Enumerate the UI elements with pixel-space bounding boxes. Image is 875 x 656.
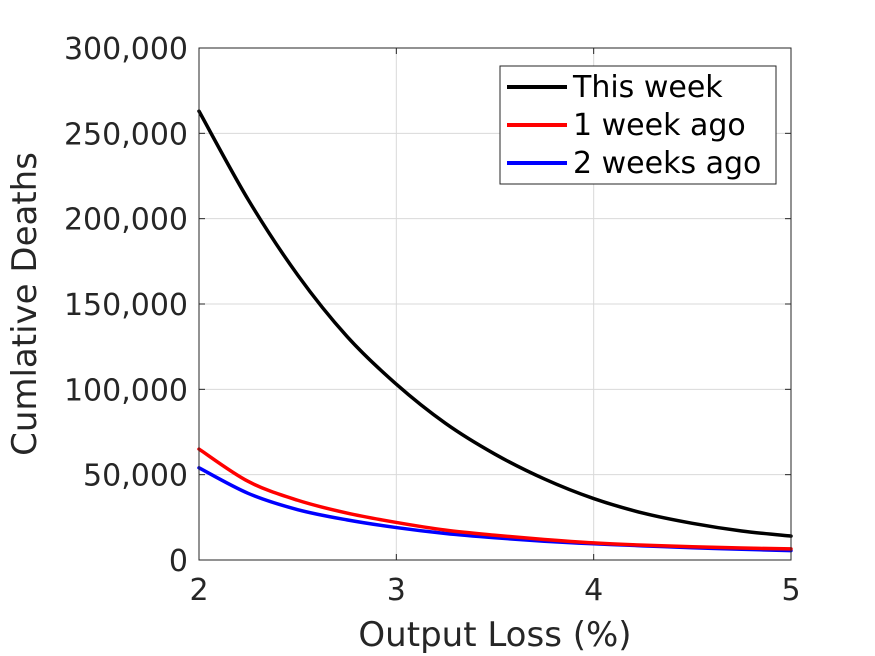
y-tick-label: 300,000 bbox=[64, 32, 188, 67]
y-tick-labels: 0 50,000 100,000 150,000 200,000 250,000 300,0… bbox=[64, 32, 188, 579]
y-tick-label: 50,000 bbox=[83, 459, 188, 494]
y-tick-label: 0 bbox=[169, 544, 188, 579]
y-tick-label: 200,000 bbox=[64, 203, 188, 238]
x-tick-label: 4 bbox=[584, 573, 603, 608]
x-tick-label: 3 bbox=[387, 573, 406, 608]
legend-label-2: 1 week ago bbox=[573, 108, 746, 143]
series-line-2 bbox=[197, 447, 793, 551]
series-group bbox=[197, 109, 793, 553]
x-tick-label: 5 bbox=[781, 573, 800, 608]
axis-ticks bbox=[198, 47, 792, 561]
x-tick-label: 2 bbox=[189, 573, 208, 608]
series-line-1 bbox=[197, 109, 793, 538]
legend-label-3: 2 weeks ago bbox=[573, 146, 761, 181]
x-tick-labels: 2 3 4 5 bbox=[189, 573, 800, 608]
x-axis-label: Output Loss (%) bbox=[358, 615, 631, 655]
legend-label-1: This week bbox=[572, 70, 723, 105]
y-axis-label: Cumlative Deaths bbox=[5, 152, 45, 456]
y-tick-label: 250,000 bbox=[64, 117, 188, 152]
y-tick-label: 150,000 bbox=[64, 288, 188, 323]
y-tick-label: 100,000 bbox=[64, 373, 188, 408]
